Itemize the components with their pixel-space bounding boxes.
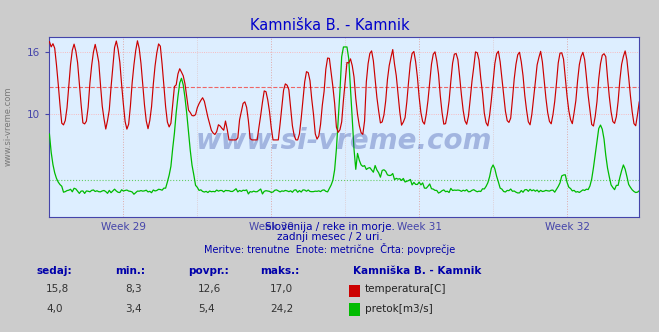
Text: temperatura[C]: temperatura[C] (365, 284, 447, 294)
Text: www.si-vreme.com: www.si-vreme.com (196, 127, 492, 155)
Text: Slovenija / reke in morje.: Slovenija / reke in morje. (264, 222, 395, 232)
Text: 8,3: 8,3 (125, 284, 142, 294)
Text: Kamniška B. - Kamnik: Kamniška B. - Kamnik (250, 18, 409, 33)
Text: 4,0: 4,0 (46, 304, 63, 314)
Text: 3,4: 3,4 (125, 304, 142, 314)
Text: www.si-vreme.com: www.si-vreme.com (3, 86, 13, 166)
Text: sedaj:: sedaj: (36, 266, 72, 276)
Text: 12,6: 12,6 (198, 284, 221, 294)
Text: 5,4: 5,4 (198, 304, 214, 314)
Text: Kamniška B. - Kamnik: Kamniška B. - Kamnik (353, 266, 481, 276)
Text: 24,2: 24,2 (270, 304, 293, 314)
Text: pretok[m3/s]: pretok[m3/s] (365, 304, 433, 314)
Text: 17,0: 17,0 (270, 284, 293, 294)
Text: povpr.:: povpr.: (188, 266, 229, 276)
Text: maks.:: maks.: (260, 266, 300, 276)
Text: 15,8: 15,8 (46, 284, 69, 294)
Text: min.:: min.: (115, 266, 146, 276)
Text: zadnji mesec / 2 uri.: zadnji mesec / 2 uri. (277, 232, 382, 242)
Text: Meritve: trenutne  Enote: metrične  Črta: povprečje: Meritve: trenutne Enote: metrične Črta: … (204, 243, 455, 255)
